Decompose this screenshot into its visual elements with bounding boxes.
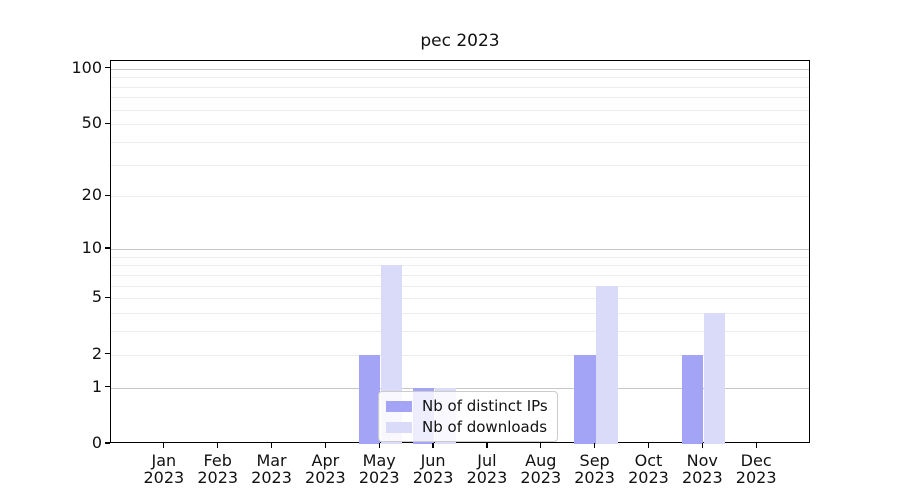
gridline-minor — [111, 274, 809, 276]
x-tick-mark — [432, 443, 434, 448]
y-axis-tick-label: 20 — [81, 185, 102, 205]
gridline-minor — [111, 141, 809, 143]
x-tick-mark — [594, 443, 596, 448]
y-axis-tick-label: 10 — [81, 237, 102, 257]
legend-swatch-distinct-ips — [386, 400, 412, 412]
gridline-minor — [111, 86, 809, 88]
y-axis-tick-label: 50 — [81, 113, 102, 133]
chart-title: pec 2023 — [420, 31, 500, 51]
gridline-minor — [111, 256, 809, 258]
legend: Nb of distinct IPs Nb of downloads — [378, 391, 558, 442]
x-axis-tick-label: Aug 2023 — [520, 451, 562, 487]
x-axis-tick-label: Feb 2023 — [197, 451, 239, 487]
x-axis-tick-label: Sep 2023 — [574, 451, 615, 487]
legend-label-downloads: Nb of downloads — [422, 418, 548, 436]
x-tick-mark — [324, 443, 326, 448]
y-tick-mark — [105, 442, 110, 444]
x-tick-mark — [217, 443, 219, 448]
bar-downloads — [703, 313, 726, 444]
gridline-minor — [111, 124, 809, 126]
y-tick-mark — [105, 194, 110, 196]
x-tick-mark — [163, 443, 165, 448]
x-tick-mark — [647, 443, 650, 448]
gridline-minor — [111, 354, 809, 356]
gridline-minor — [111, 164, 809, 166]
x-tick-mark — [270, 443, 273, 448]
x-axis-tick-label: Oct 2023 — [628, 451, 669, 487]
x-axis-tick-label: Mar 2023 — [251, 451, 292, 487]
gridline-minor — [111, 265, 809, 267]
y-tick-mark — [105, 386, 110, 388]
x-axis-tick-label: Dec 2023 — [735, 451, 777, 487]
gridline-minor — [111, 97, 809, 99]
plot-area — [110, 60, 810, 444]
legend-swatch-downloads — [386, 421, 412, 433]
gridline-minor — [111, 77, 809, 79]
gridline-minor — [111, 313, 809, 315]
x-axis-tick-label: Apr 2023 — [305, 451, 346, 487]
gridline-minor — [111, 196, 809, 198]
x-tick-mark — [486, 443, 488, 448]
bar-distinct-ips — [681, 354, 704, 444]
gridline-minor — [111, 285, 809, 287]
x-axis-tick-label: Jul 2023 — [466, 451, 508, 487]
y-tick-mark — [105, 247, 110, 249]
x-tick-mark — [701, 443, 703, 448]
y-axis-tick-label: 2 — [91, 343, 102, 363]
y-tick-mark — [105, 353, 110, 355]
x-tick-mark — [755, 443, 757, 448]
x-tick-mark — [378, 443, 380, 448]
bar-downloads — [596, 285, 618, 444]
gridline-major — [111, 387, 809, 389]
bar-distinct-ips — [574, 354, 596, 444]
y-axis-tick-label: 1 — [91, 376, 102, 396]
y-axis-tick-label: 0 — [91, 433, 102, 452]
legend-label-distinct-ips: Nb of distinct IPs — [422, 397, 548, 415]
y-tick-mark — [105, 122, 110, 124]
x-axis-tick-label: Jun 2023 — [412, 451, 454, 487]
gridline-minor — [111, 109, 809, 111]
x-axis-tick-label: Nov 2023 — [681, 451, 723, 487]
gridline-minor — [111, 331, 809, 333]
legend-item-distinct-ips: Nb of distinct IPs — [386, 397, 548, 415]
bar-distinct-ips — [358, 354, 381, 444]
gridline-major — [111, 248, 809, 250]
gridline-major — [111, 68, 809, 70]
gridline-minor — [111, 298, 809, 300]
x-axis-tick-label: Jan 2023 — [143, 451, 185, 487]
y-tick-mark — [105, 67, 110, 69]
x-tick-mark — [540, 443, 542, 448]
x-axis-tick-label: May 2023 — [358, 451, 400, 487]
y-axis-tick-label: 5 — [91, 287, 102, 307]
y-tick-mark — [105, 296, 110, 298]
legend-item-downloads: Nb of downloads — [386, 418, 548, 436]
y-axis-tick-label: 100 — [71, 57, 102, 77]
